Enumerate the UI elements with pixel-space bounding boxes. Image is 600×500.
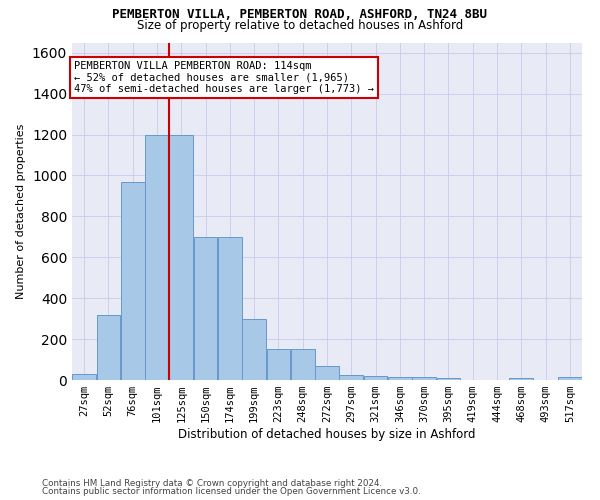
Text: PEMBERTON VILLA, PEMBERTON ROAD, ASHFORD, TN24 8BU: PEMBERTON VILLA, PEMBERTON ROAD, ASHFORD… — [113, 8, 487, 20]
Bar — [121, 182, 145, 380]
Bar — [437, 378, 460, 380]
Text: Contains HM Land Registry data © Crown copyright and database right 2024.: Contains HM Land Registry data © Crown c… — [42, 479, 382, 488]
Bar — [266, 350, 290, 380]
Bar — [242, 318, 266, 380]
Text: Size of property relative to detached houses in Ashford: Size of property relative to detached ho… — [137, 19, 463, 32]
Text: Contains public sector information licensed under the Open Government Licence v3: Contains public sector information licen… — [42, 487, 421, 496]
Text: PEMBERTON VILLA PEMBERTON ROAD: 114sqm
← 52% of detached houses are smaller (1,9: PEMBERTON VILLA PEMBERTON ROAD: 114sqm ←… — [74, 61, 374, 94]
Bar — [558, 377, 582, 380]
Bar — [412, 377, 436, 380]
Bar — [97, 314, 121, 380]
Bar — [291, 350, 314, 380]
Bar — [194, 237, 217, 380]
Bar — [388, 377, 412, 380]
Bar — [72, 374, 96, 380]
Bar — [509, 378, 533, 380]
Bar — [218, 237, 242, 380]
Bar — [315, 366, 339, 380]
X-axis label: Distribution of detached houses by size in Ashford: Distribution of detached houses by size … — [178, 428, 476, 441]
Y-axis label: Number of detached properties: Number of detached properties — [16, 124, 26, 299]
Bar — [145, 134, 169, 380]
Bar — [364, 376, 388, 380]
Bar — [340, 375, 363, 380]
Bar — [169, 134, 193, 380]
